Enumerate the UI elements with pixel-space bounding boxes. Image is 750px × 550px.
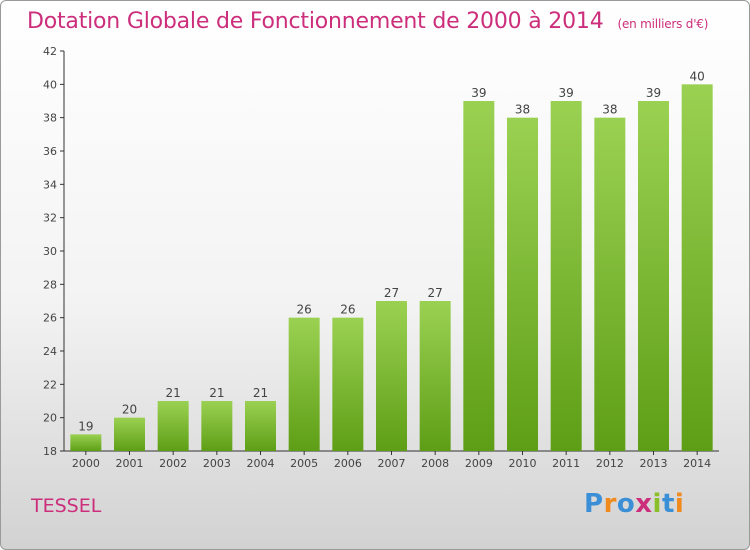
x-tick-label: 2005 [290, 457, 318, 470]
x-tick-label: 2009 [465, 457, 493, 470]
x-tick-label: 2000 [72, 457, 100, 470]
bar-value-label: 39 [559, 86, 574, 100]
bar-value-label: 20 [122, 403, 137, 417]
x-tick-label: 2006 [334, 457, 362, 470]
chart-title-text: Dotation Globale de Fonctionnement de 20… [27, 9, 604, 34]
bar [507, 117, 538, 452]
bar-value-label: 26 [297, 303, 312, 317]
bar [594, 117, 626, 452]
logo-letter: t [661, 489, 675, 519]
chart-unit: (en milliers d'€) [617, 17, 709, 31]
x-tick-label: 2013 [640, 457, 668, 470]
y-tick-label: 36 [43, 145, 57, 158]
bar [332, 317, 364, 451]
y-tick-label: 40 [43, 78, 57, 91]
bar-value-label: 38 [602, 103, 617, 117]
logo-letter: P [584, 489, 604, 519]
bar [419, 301, 451, 451]
bar-value-label: 39 [471, 86, 486, 100]
y-tick-label: 30 [43, 245, 57, 258]
x-tick-label: 2008 [421, 457, 449, 470]
bar [70, 434, 102, 451]
bar-value-label: 40 [690, 69, 705, 83]
x-tick-label: 2003 [203, 457, 231, 470]
bar-value-label: 21 [253, 386, 268, 400]
bar-value-label: 27 [428, 286, 443, 300]
logo-letter: i [652, 489, 662, 519]
bar [157, 401, 189, 451]
bar [245, 401, 276, 451]
bar-value-label: 27 [384, 286, 399, 300]
x-tick-label: 2011 [552, 457, 580, 470]
x-tick-label: 2001 [116, 457, 144, 470]
bar-value-label: 21 [209, 386, 224, 400]
x-tick-label: 2014 [683, 457, 711, 470]
x-tick-label: 2010 [509, 457, 537, 470]
logo-letter: x [635, 489, 653, 519]
x-tick-label: 2004 [247, 457, 275, 470]
x-tick-label: 2002 [159, 457, 187, 470]
bar [288, 317, 320, 451]
x-tick-label: 2007 [378, 457, 406, 470]
commune-name: TESSEL [31, 495, 102, 517]
logo-letter: o [616, 489, 636, 519]
proxiti-logo[interactable]: Proxiti [584, 489, 684, 519]
bar-value-label: 26 [340, 303, 355, 317]
y-tick-label: 34 [43, 178, 57, 191]
y-tick-label: 22 [43, 378, 57, 391]
bar [550, 101, 582, 451]
bar-value-label: 38 [515, 103, 530, 117]
logo-letter: i [674, 489, 685, 519]
y-tick-label: 28 [43, 278, 57, 291]
bar [114, 417, 145, 451]
y-tick-label: 20 [43, 412, 57, 425]
bar [463, 101, 495, 451]
y-tick-label: 26 [43, 312, 57, 325]
bar-value-label: 39 [646, 86, 661, 100]
y-tick-label: 38 [43, 112, 57, 125]
bar-value-label: 21 [166, 386, 181, 400]
bar [201, 401, 233, 451]
logo-letter: r [603, 489, 617, 519]
x-tick-label: 2012 [596, 457, 624, 470]
bar-value-label: 19 [78, 419, 93, 433]
bar [681, 84, 713, 451]
bar [638, 101, 669, 451]
chart-title: Dotation Globale de Fonctionnement de 20… [27, 9, 708, 34]
bar [376, 301, 407, 451]
y-tick-label: 18 [43, 445, 57, 458]
y-tick-label: 32 [43, 212, 57, 225]
y-tick-label: 42 [43, 45, 57, 58]
y-tick-label: 24 [43, 345, 57, 358]
